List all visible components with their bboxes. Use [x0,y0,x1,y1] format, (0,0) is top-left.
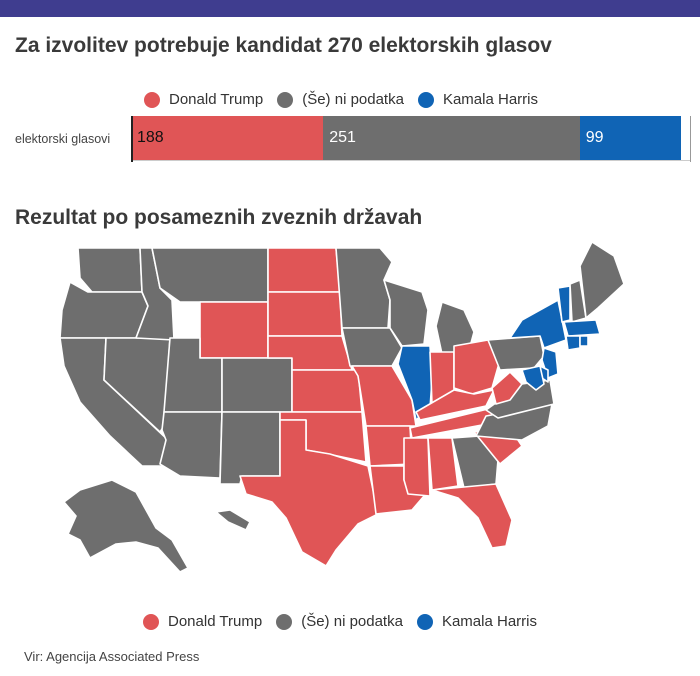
bar-segment-trump: 188 [131,116,324,160]
bar-value-trump: 188 [137,129,164,146]
legend-swatch-none [277,91,294,108]
state-co [221,357,293,413]
legend-item-none: (Še) ni podatka [277,91,404,108]
legend-bottom-label-trump: Donald Trump [168,613,263,630]
chart-title: Za izvolitev potrebuje kandidat 270 elek… [15,34,552,57]
bar-segment-harris: 99 [579,116,681,160]
legend-bottom-label-none: (Še) ni podatka [301,613,403,630]
legend-bottom: Donald Trump (Še) ni podatka Kamala Harr… [143,613,551,630]
bar-end-line [690,116,691,162]
legend-bottom-label-harris: Kamala Harris [441,613,537,630]
bar-baseline [131,160,691,161]
state-tx [239,419,379,567]
state-al [427,437,459,491]
state-az [159,411,223,479]
legend-bottom-item-trump: Donald Trump [143,613,262,630]
legend-bottom-swatch-none [276,613,293,630]
map-title: Rezultat po posameznih zveznih državah [15,206,423,229]
source-note: Vir: Agencija Associated Press [24,649,200,664]
state-ia [341,327,403,367]
state-mt [151,247,269,303]
legend-label-none: (Še) ni podatka [302,91,404,108]
state-ma [563,319,601,337]
legend-bottom-swatch-trump [143,613,159,630]
state-ak [63,479,189,573]
legend-bottom-swatch-harris [416,613,433,630]
state-md [521,365,545,391]
state-ct [565,335,581,351]
state-fl [431,483,513,549]
state-hi [215,509,251,531]
state-ms [403,437,431,497]
stacked-bar: 188 251 99 [131,116,681,160]
legend-top: Donald Trump (Še) ni podatka Kamala Harr… [144,91,552,108]
state-sd [267,291,343,337]
legend-label-trump: Donald Trump [169,91,264,108]
bar-value-harris: 99 [585,129,604,146]
legend-item-harris: Kamala Harris [417,91,538,108]
bar-axis-line [131,116,133,162]
header-band [0,0,700,17]
state-ks [291,369,363,413]
state-wi [383,279,429,347]
state-wa [77,247,143,293]
legend-bottom-item-harris: Kamala Harris [416,613,537,630]
legend-bottom-item-none: (Še) ni podatka [276,613,403,630]
state-nm [219,411,281,485]
state-nd [267,247,341,293]
legend-swatch-harris [417,91,434,108]
legend-swatch-trump [144,91,160,108]
bar-segment-none: 251 [323,116,580,160]
state-wv [491,371,523,405]
state-me [579,241,625,319]
state-wy [199,301,269,359]
state-vt [557,285,571,323]
legend-item-trump: Donald Trump [144,91,263,108]
us-states-map [59,241,625,573]
bar-category-label: elektorski glasovi [15,132,111,146]
state-ri [579,335,589,347]
legend-label-harris: Kamala Harris [442,91,538,108]
state-mn [335,247,393,329]
bar-value-none: 251 [329,129,356,146]
